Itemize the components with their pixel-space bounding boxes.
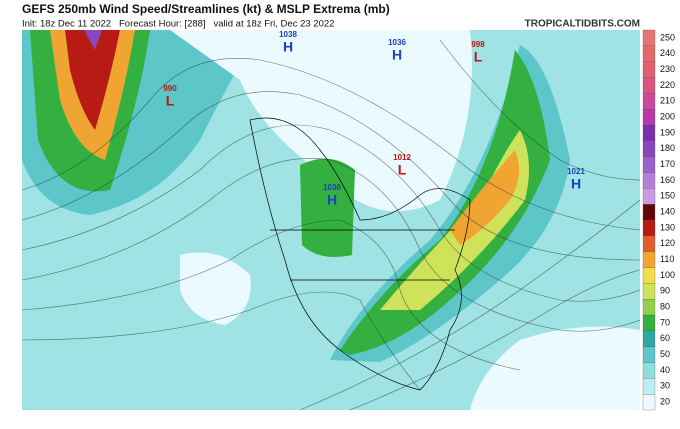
pressure-value: 1036 [323,183,341,192]
pressure-letter: H [571,176,581,192]
colorbar-swatch [642,299,656,316]
pressure-value: 1012 [393,153,411,162]
colorbar-label: 220 [660,80,675,90]
colorbar-label: 250 [660,32,675,42]
pressure-value: 1038 [279,30,297,39]
jet-east-inner [380,130,529,310]
colorbar-label: 180 [660,143,675,153]
colorbar-swatch [642,93,656,110]
colorbar-swatch [642,330,656,347]
colorbar-label: 120 [660,238,675,248]
colorbar-label: 60 [660,333,670,343]
colorbar-label: 30 [660,381,670,391]
colorbar-swatch [642,172,656,189]
colorbar-swatch [642,251,656,268]
colorbar-swatch [642,219,656,236]
pressure-value: 990 [163,84,177,93]
pressure-value: 1036 [388,38,406,47]
colorbar-swatch [642,378,656,395]
colorbar-swatch [642,29,656,46]
colorbar-swatch [642,156,656,173]
colorbar-swatch [642,61,656,78]
jet-west-peak [84,30,102,50]
streamlines [21,39,641,411]
colorbar-swatch [642,124,656,141]
pressure-letter: H [392,47,402,63]
colorbar-label: 130 [660,222,675,232]
colorbar-label: 190 [660,127,675,137]
colorbar-swatch [642,204,656,221]
pressure-value: 998 [471,40,485,49]
polar-area [170,30,472,212]
colorbar-label: 160 [660,175,675,185]
colorbar-label: 230 [660,64,675,74]
colorbar-swatch [642,109,656,126]
pressure-letter: L [474,49,483,65]
pressure-value: 1021 [567,167,585,176]
jet-east-core [450,150,519,245]
colorbar-label: 150 [660,191,675,201]
pressure-letter: H [283,39,293,55]
colorbar-label: 170 [660,159,675,169]
colorbar-label: 20 [660,396,670,406]
pressure-letter: L [398,162,407,178]
colorbar-swatch [642,77,656,94]
jet-east [340,50,550,355]
site: TROPICALTIDBITS.COM [525,19,640,30]
colorbar-swatch [642,188,656,205]
colorbar-swatch [642,362,656,379]
pressure-letter: L [166,93,175,109]
colorbar-label: 40 [660,365,670,375]
colorbar-label: 80 [660,301,670,311]
jet-west-max [65,30,120,130]
map [21,30,641,411]
colorbar-swatch [642,394,656,411]
colorbar-swatch [642,140,656,157]
colorbar-label: 100 [660,270,675,280]
colorbar-label: 200 [660,111,675,121]
colorbar-swatch [642,45,656,62]
colorbar-swatch [642,235,656,252]
calm-area [180,252,251,325]
colorbar-label: 70 [660,317,670,327]
colorbar-label: 240 [660,48,675,58]
colorbar-label: 90 [660,286,670,296]
colorbar-label: 210 [660,96,675,106]
colorbar-swatch [642,346,656,363]
colorbar-swatch [642,267,656,284]
colorbar-label: 50 [660,349,670,359]
title: GEFS 250mb Wind Speed/Streamlines (kt) &… [22,2,390,16]
calm-area-south [470,326,640,410]
pressure-letter: H [327,192,337,208]
colorbar-swatch [642,314,656,331]
colorbar-swatch [642,283,656,300]
colorbar-label: 110 [660,254,674,264]
subtitle: Init: 18z Dec 11 2022 Forecast Hour: [28… [22,19,334,30]
colorbar-label: 140 [660,206,675,216]
coastlines [249,117,471,391]
jet-central [300,158,355,258]
